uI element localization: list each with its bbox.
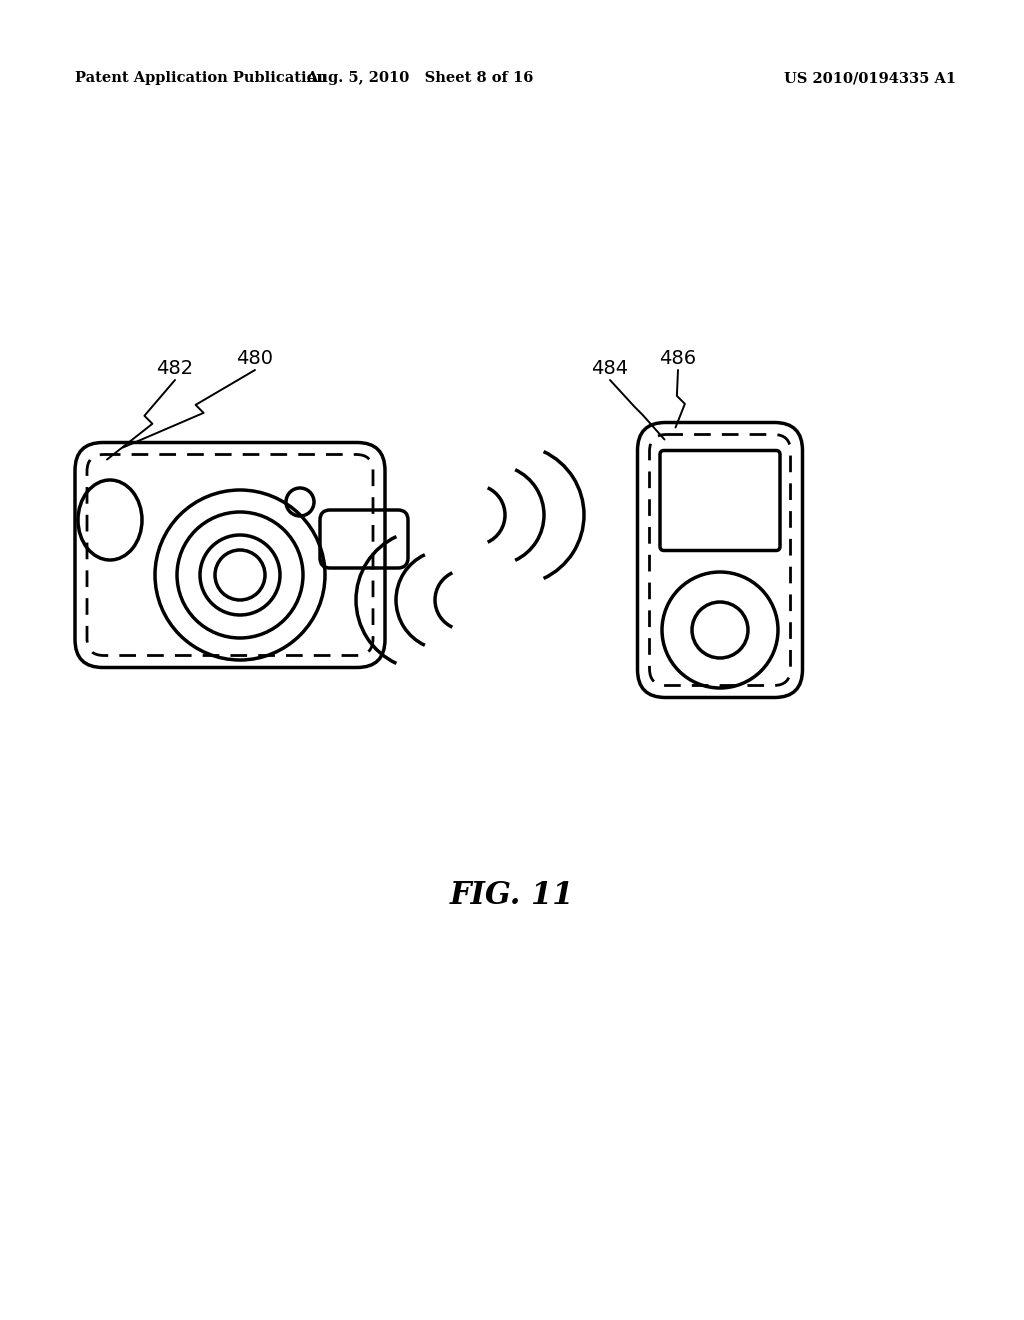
Text: 482: 482	[157, 359, 194, 378]
Text: 484: 484	[592, 359, 629, 378]
Text: 480: 480	[237, 348, 273, 368]
Text: Aug. 5, 2010   Sheet 8 of 16: Aug. 5, 2010 Sheet 8 of 16	[306, 71, 534, 84]
Text: US 2010/0194335 A1: US 2010/0194335 A1	[784, 71, 956, 84]
Text: 486: 486	[659, 348, 696, 368]
Text: Patent Application Publication: Patent Application Publication	[75, 71, 327, 84]
Text: FIG. 11: FIG. 11	[450, 879, 574, 911]
